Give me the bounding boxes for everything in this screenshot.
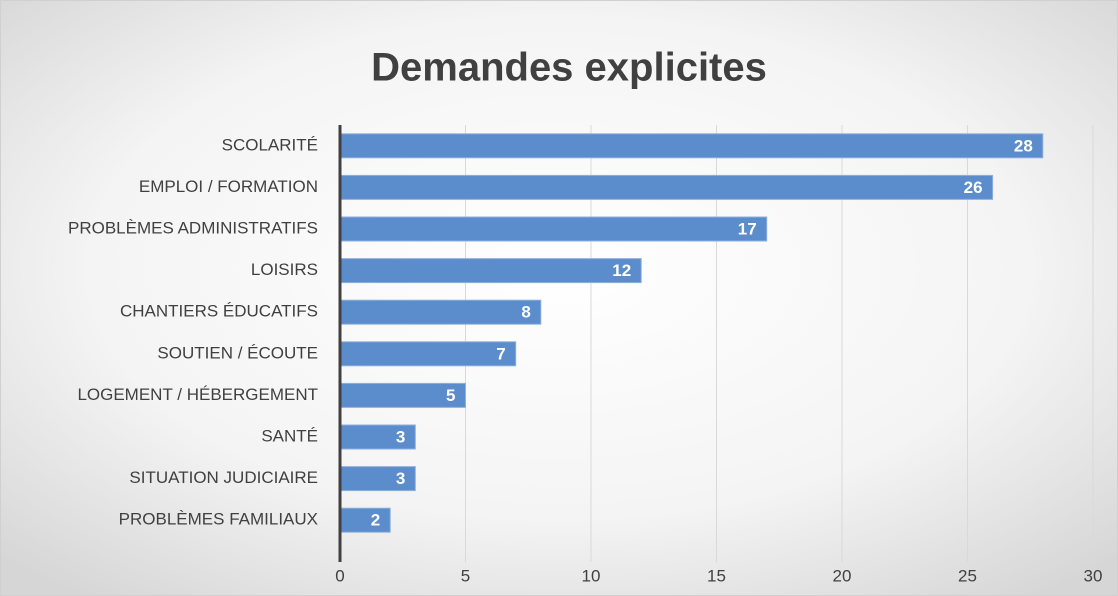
data-label: 7 — [496, 344, 505, 363]
bar — [339, 341, 517, 367]
bar — [339, 216, 768, 242]
bar — [339, 299, 542, 325]
x-tick-label: 10 — [582, 566, 601, 585]
y-tick-label: SCOLARITÉ — [222, 135, 318, 154]
bar — [339, 507, 391, 533]
x-tick-label: 15 — [707, 566, 726, 585]
data-label: 5 — [446, 386, 455, 405]
data-label: 26 — [964, 178, 983, 197]
bar — [339, 424, 416, 450]
x-tick-label: 20 — [833, 566, 852, 585]
data-label: 8 — [521, 303, 530, 322]
bar — [339, 174, 994, 200]
y-tick-label: SITUATION JUDICIAIRE — [129, 468, 318, 487]
x-tick-label: 25 — [958, 566, 977, 585]
bar — [339, 466, 416, 492]
y-tick-label: PROBLÈMES FAMILIAUX — [119, 510, 318, 529]
data-label: 3 — [396, 427, 405, 446]
y-tick-label: SOUTIEN / ÉCOUTE — [157, 343, 318, 362]
y-tick-label: LOGEMENT / HÉBERGEMENT — [77, 385, 318, 404]
y-tick-label: LOISIRS — [251, 260, 318, 279]
x-tick-label: 5 — [461, 566, 470, 585]
data-label: 28 — [1014, 136, 1033, 155]
x-tick-label: 30 — [1084, 566, 1103, 585]
y-tick-label: EMPLOI / FORMATION — [139, 177, 318, 196]
y-tick-label: CHANTIERS ÉDUCATIFS — [120, 302, 318, 321]
chart-title: Demandes explicites — [371, 46, 767, 90]
data-label: 12 — [612, 261, 631, 280]
bar — [339, 133, 1044, 159]
data-label: 2 — [371, 511, 380, 530]
x-tick-label: 0 — [335, 566, 344, 585]
data-label: 3 — [396, 469, 405, 488]
data-label: 17 — [738, 219, 757, 238]
y-tick-label: PROBLÈMES ADMINISTRATIFS — [68, 218, 318, 237]
bar — [339, 258, 642, 284]
y-tick-label: SANTÉ — [261, 426, 318, 445]
